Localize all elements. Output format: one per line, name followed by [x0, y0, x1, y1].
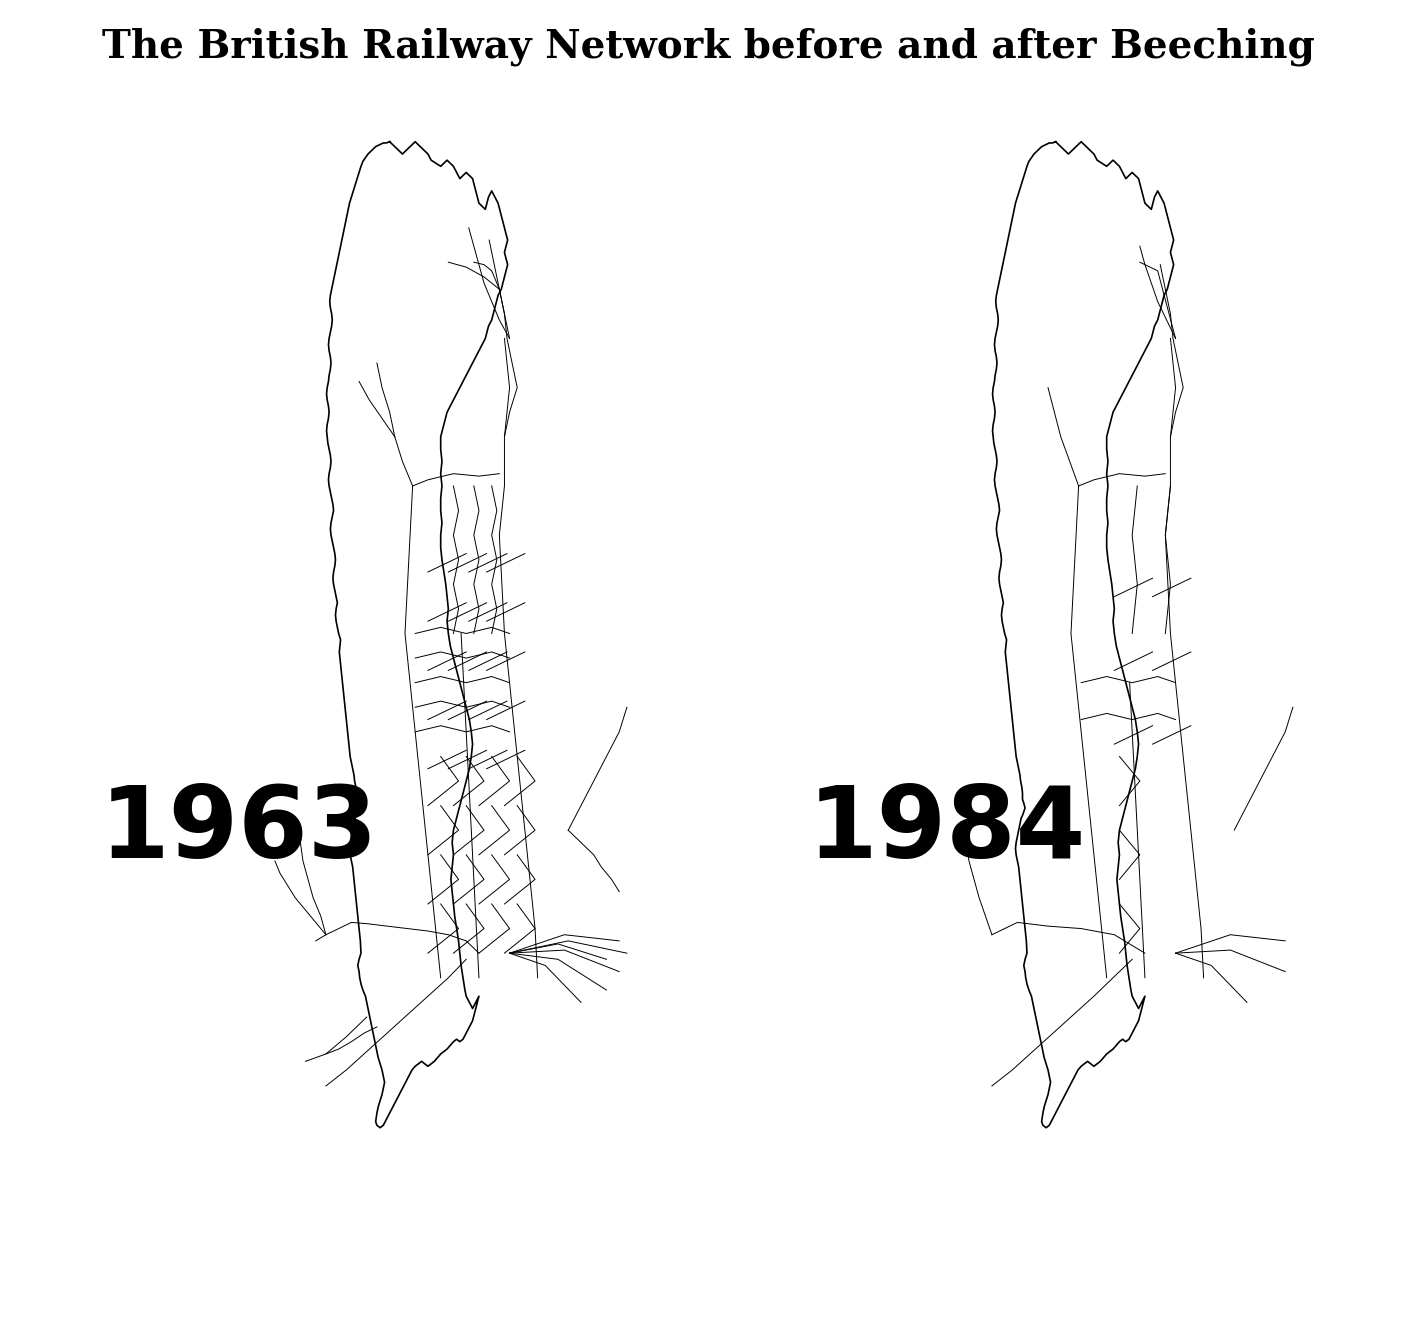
Text: 1984: 1984 — [808, 781, 1085, 879]
Text: The British Railway Network before and after Beeching: The British Railway Network before and a… — [102, 26, 1315, 66]
Text: 1963: 1963 — [99, 781, 377, 879]
